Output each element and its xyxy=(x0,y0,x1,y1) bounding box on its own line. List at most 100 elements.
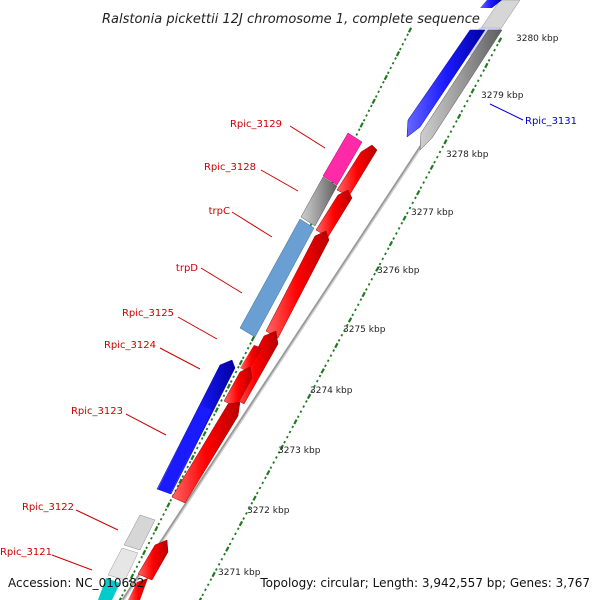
gene-label-rpic3123[interactable]: Rpic_3123 xyxy=(71,406,123,417)
outer-ring-tick xyxy=(125,584,129,588)
kbp-label-3272: 3272 kbp xyxy=(247,506,290,516)
inner-ring-tick xyxy=(367,282,371,286)
inner-ring-tick xyxy=(217,562,221,566)
gene-label-rpic3129[interactable]: Rpic_3129 xyxy=(230,119,282,130)
inner-ring-tick xyxy=(402,215,407,221)
inner-ring-tick xyxy=(332,349,335,352)
inner-ring-tick xyxy=(228,542,232,546)
feature-bar-lightgrey-rpic3121 xyxy=(107,547,139,581)
inner-ring-tick xyxy=(378,262,382,266)
leader-rpic3122 xyxy=(75,509,119,531)
inner-ring-tick xyxy=(441,145,445,149)
inner-ring-tick xyxy=(411,201,415,205)
inner-ring-tick xyxy=(318,374,322,378)
inner-ring-tick xyxy=(427,170,431,174)
kbp-label-3278: 3278 kbp xyxy=(446,150,489,160)
leader-rpic3121 xyxy=(51,554,93,571)
outer-ring-tick xyxy=(140,555,144,559)
feature-arrow-red-rpic3123 xyxy=(171,401,241,504)
inner-ring-tick xyxy=(455,120,458,123)
inner-ring-tick xyxy=(329,354,333,358)
inner-ring-tick xyxy=(264,476,267,480)
kbp-label-3277: 3277 kbp xyxy=(411,208,454,218)
inner-ring-tick xyxy=(359,298,363,302)
map-title: Ralstonia pickettii 12J chromosome 1, co… xyxy=(102,12,480,27)
inner-ring-tick xyxy=(250,501,254,505)
inner-ring-tick xyxy=(408,206,412,210)
outer-ring-tick xyxy=(128,579,132,583)
outer-ring-tick xyxy=(386,71,390,75)
gene-label-rpic3128[interactable]: Rpic_3128 xyxy=(204,162,256,173)
outer-ring-tick xyxy=(129,573,135,580)
inner-ring-tick xyxy=(386,247,390,251)
outer-ring-tick xyxy=(383,74,388,81)
outer-ring-tick xyxy=(382,80,385,84)
outer-ring-tick xyxy=(359,122,364,128)
gene-label-rpic3122[interactable]: Rpic_3122 xyxy=(22,502,74,513)
gene-label-rpic3121[interactable]: Rpic_3121 xyxy=(0,547,52,558)
outer-ring-tick xyxy=(395,50,401,57)
footer-topology: Topology: circular; Length: 3,942,557 bp… xyxy=(259,576,590,590)
kbp-label-3271: 3271 kbp xyxy=(218,568,261,578)
outer-ring-tick xyxy=(188,460,192,464)
inner-ring-tick xyxy=(438,150,442,154)
leader-trpd xyxy=(200,267,243,294)
inner-ring-tick xyxy=(291,425,295,429)
inner-ring-tick xyxy=(384,252,387,256)
inner-ring-tick xyxy=(397,226,401,230)
feature-arrow-red-rpic3129 xyxy=(336,144,378,197)
gene-label-trpd[interactable]: trpD xyxy=(176,263,198,274)
gene-label-rpic3131[interactable]: Rpic_3131 xyxy=(525,116,577,127)
outer-ring-tick xyxy=(133,570,136,573)
inner-ring-tick xyxy=(381,257,385,261)
outer-ring-tick xyxy=(355,133,359,136)
inner-ring-tick xyxy=(419,186,423,190)
outer-ring-tick xyxy=(365,114,368,117)
outer-ring-tick xyxy=(157,522,161,526)
inner-ring-tick xyxy=(236,527,240,531)
inner-ring-tick xyxy=(238,520,244,527)
inner-ring-tick xyxy=(422,181,425,184)
inner-ring-tick xyxy=(482,69,485,72)
outer-ring-tick xyxy=(198,441,202,445)
outer-ring-tick xyxy=(205,427,209,431)
feature-arrow-red-rpic3122 xyxy=(137,539,169,581)
inner-ring-tick xyxy=(484,62,489,69)
inner-ring-tick xyxy=(493,48,496,52)
inner-ring-tick xyxy=(223,552,226,556)
gene-label-trpc[interactable]: trpC xyxy=(209,206,230,217)
outer-ring-tick xyxy=(208,422,211,426)
inner-ring-tick xyxy=(299,410,303,414)
feature-arrow-red-rpic3128 xyxy=(315,189,353,238)
inner-ring-tick xyxy=(337,338,341,342)
feature-arrow-grey-rpic3131 xyxy=(419,29,503,151)
inner-ring-tick xyxy=(479,74,483,78)
gene-label-rpic3125[interactable]: Rpic_3125 xyxy=(122,308,174,319)
outer-ring-tick xyxy=(135,565,139,569)
inner-ring-tick xyxy=(449,130,453,134)
leader-rpic3123 xyxy=(125,413,167,436)
outer-ring-tick xyxy=(377,90,380,94)
inner-ring-tick xyxy=(495,43,499,47)
outer-ring-tick xyxy=(147,541,151,545)
inner-ring-tick xyxy=(395,232,398,235)
inner-ring-tick xyxy=(435,155,439,159)
inner-ring-tick xyxy=(487,58,491,62)
outer-ring-tick xyxy=(232,375,235,379)
inner-ring-tick xyxy=(198,597,203,600)
inner-ring-tick xyxy=(356,303,360,307)
outer-ring-tick xyxy=(137,560,141,564)
feature-bar-blue-rpic3123 xyxy=(158,405,212,494)
outer-ring-tick xyxy=(159,517,163,521)
inner-ring-tick xyxy=(324,364,327,368)
inner-ring-tick xyxy=(388,240,394,247)
outer-ring-tick xyxy=(214,407,219,413)
inner-ring-tick xyxy=(293,419,298,425)
outer-ring-tick xyxy=(181,475,185,478)
kbp-label-3280: 3280 kbp xyxy=(516,34,559,44)
outer-ring-tick xyxy=(249,342,252,345)
feature-bar-lightgrey-rpic3122 xyxy=(123,514,156,551)
gene-label-rpic3124[interactable]: Rpic_3124 xyxy=(104,340,156,351)
outer-ring-tick xyxy=(145,546,148,550)
